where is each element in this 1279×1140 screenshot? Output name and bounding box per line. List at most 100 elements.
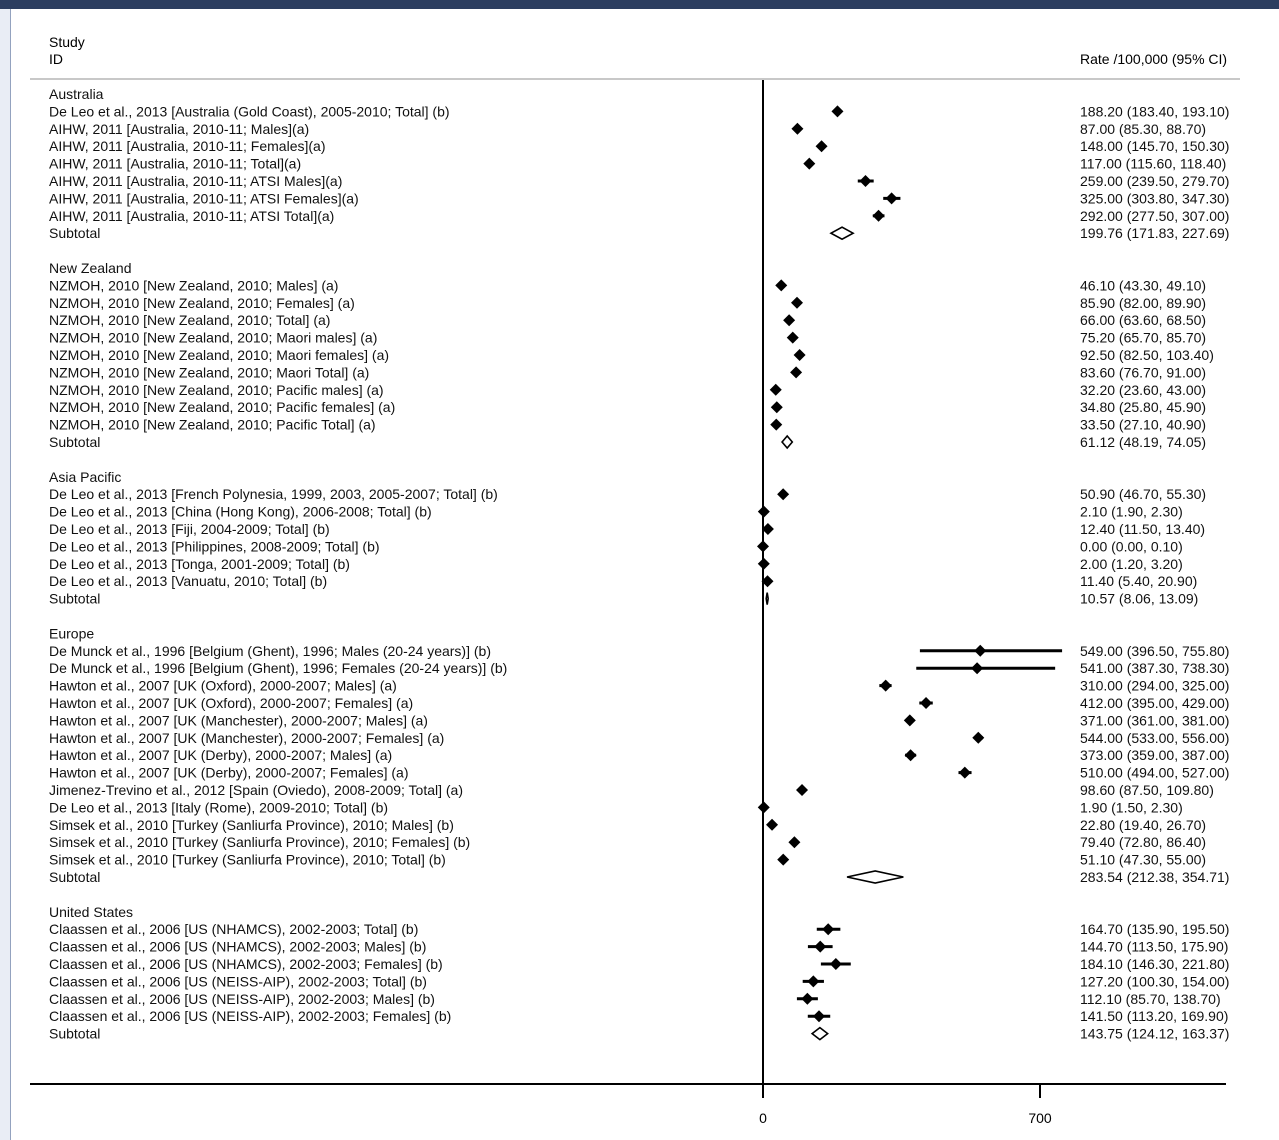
study-label: Jimenez-Trevino et al., 2012 [Spain (Ovi… (49, 782, 463, 798)
study-estimate-text: 325.00 (303.80, 347.30) (1080, 190, 1229, 206)
study-estimate-text: 541.00 (387.30, 738.30) (1080, 660, 1229, 676)
point-estimate-marker (777, 853, 790, 866)
group-header: Asia Pacific (49, 469, 121, 485)
point-estimate-marker (903, 714, 916, 727)
study-label: De Leo et al., 2013 [Australia (Gold Coa… (49, 103, 450, 119)
study-estimate-text: 0.00 (0.00, 0.10) (1080, 538, 1183, 554)
study-label: Hawton et al., 2007 [UK (Oxford), 2000-2… (49, 678, 397, 694)
point-estimate-marker (815, 140, 828, 153)
group-header: United States (49, 904, 133, 920)
group-header: Europe (49, 625, 94, 641)
study-estimate-text: 66.00 (63.60, 68.50) (1080, 312, 1206, 328)
point-estimate-marker (770, 401, 783, 414)
study-label: AIHW, 2011 [Australia, 2010-11; Males](a… (49, 121, 309, 137)
study-label: Claassen et al., 2006 [US (NEISS-AIP), 2… (49, 1008, 451, 1024)
point-estimate-marker (972, 731, 985, 744)
study-estimate-text: 32.20 (23.60, 43.00) (1080, 382, 1206, 398)
point-estimate-marker (790, 296, 803, 309)
study-estimate-text: 127.20 (100.30, 154.00) (1080, 973, 1229, 989)
subtotal-diamond (781, 434, 794, 450)
study-label: De Leo et al., 2013 [Fiji, 2004-2009; To… (49, 521, 330, 537)
study-label: NZMOH, 2010 [New Zealand, 2010; Maori To… (49, 364, 369, 380)
subtotal-diamond (829, 226, 855, 241)
study-estimate-text: 83.60 (76.70, 91.00) (1080, 364, 1206, 380)
point-estimate-marker (791, 122, 804, 135)
study-estimate-text: 34.80 (25.80, 45.90) (1080, 399, 1206, 415)
header-study-label: Study (49, 34, 85, 50)
study-estimate-text: 87.00 (85.30, 88.70) (1080, 121, 1206, 137)
point-estimate-marker (829, 958, 842, 970)
study-label: Simsek et al., 2010 [Turkey (Sanliurfa P… (49, 852, 446, 868)
subtotal-label: Subtotal (49, 434, 100, 450)
point-estimate-marker (769, 383, 782, 396)
point-estimate-marker (958, 766, 971, 779)
point-estimate-marker (974, 644, 987, 657)
study-label: Simsek et al., 2010 [Turkey (Sanliurfa P… (49, 817, 454, 833)
study-label: NZMOH, 2010 [New Zealand, 2010; Pacific … (49, 382, 384, 398)
study-estimate-text: 510.00 (494.00, 527.00) (1080, 765, 1229, 781)
study-label: Claassen et al., 2006 [US (NEISS-AIP), 2… (49, 973, 427, 989)
study-label: AIHW, 2011 [Australia, 2010-11; ATSI Fem… (49, 190, 359, 206)
study-estimate-text: 98.60 (87.50, 109.80) (1080, 782, 1214, 798)
point-estimate-marker (766, 818, 779, 831)
point-estimate-marker (812, 1010, 825, 1023)
study-label: AIHW, 2011 [Australia, 2010-11; Total](a… (49, 156, 301, 172)
study-estimate-text: 310.00 (294.00, 325.00) (1080, 678, 1229, 694)
study-label: Claassen et al., 2006 [US (NHAMCS), 2002… (49, 939, 426, 955)
point-estimate-marker (872, 209, 885, 222)
study-estimate-text: 2.00 (1.20, 3.20) (1080, 556, 1183, 572)
subtotal-label: Subtotal (49, 869, 100, 885)
study-label: AIHW, 2011 [Australia, 2010-11; Females]… (49, 138, 326, 154)
study-estimate-text: 12.40 (11.50, 13.40) (1080, 521, 1205, 537)
study-label: De Leo et al., 2013 [Vanuatu, 2010; Tota… (49, 573, 327, 589)
point-estimate-marker (801, 992, 814, 1005)
study-estimate-text: 544.00 (533.00, 556.00) (1080, 730, 1229, 746)
point-estimate-marker (783, 314, 796, 327)
subtotal-label: Subtotal (49, 591, 100, 607)
point-estimate-marker (761, 523, 774, 535)
study-estimate-text: 92.50 (82.50, 103.40) (1080, 347, 1214, 363)
study-estimate-text: 112.10 (85.70, 138.70) (1080, 991, 1221, 1007)
subtotal-label: Subtotal (49, 225, 100, 241)
subtotal-estimate-text: 61.12 (48.19, 74.05) (1080, 434, 1206, 450)
point-estimate-marker (831, 105, 844, 118)
study-label: Claassen et al., 2006 [US (NEISS-AIP), 2… (49, 991, 435, 1007)
subtotal-estimate-text: 143.75 (124.12, 163.37) (1080, 1026, 1229, 1042)
study-label: NZMOH, 2010 [New Zealand, 2010; Pacific … (49, 399, 395, 415)
study-estimate-text: 11.40 (5.40, 20.90) (1080, 573, 1197, 589)
point-estimate-marker (770, 418, 783, 431)
group-header: Australia (49, 86, 104, 102)
study-estimate-text: 144.70 (113.50, 175.90) (1080, 939, 1228, 955)
study-estimate-text: 117.00 (115.60, 118.40) (1080, 156, 1226, 172)
study-estimate-text: 46.10 (43.30, 49.10) (1080, 277, 1206, 293)
study-label: De Munck et al., 1996 [Belgium (Ghent), … (49, 643, 491, 659)
study-label: NZMOH, 2010 [New Zealand, 2010; Maori ma… (49, 330, 377, 346)
study-estimate-text: 188.20 (183.40, 193.10) (1080, 103, 1229, 119)
study-label: Simsek et al., 2010 [Turkey (Sanliurfa P… (49, 834, 470, 850)
group-header: New Zealand (49, 260, 132, 276)
point-estimate-marker (775, 279, 788, 292)
subtotal-estimate-text: 10.57 (8.06, 13.09) (1080, 591, 1198, 607)
study-estimate-text: 164.70 (135.90, 195.50) (1080, 921, 1229, 937)
study-label: AIHW, 2011 [Australia, 2010-11; ATSI Mal… (49, 173, 342, 189)
header-rate-label: Rate /100,000 (95% CI) (1080, 51, 1227, 67)
subtotal-diamond (765, 592, 769, 605)
point-estimate-marker (788, 836, 801, 849)
point-estimate-marker (803, 157, 816, 170)
study-label: AIHW, 2011 [Australia, 2010-11; ATSI Tot… (49, 208, 334, 224)
study-label: Hawton et al., 2007 [UK (Manchester), 20… (49, 712, 428, 728)
point-estimate-marker (814, 940, 827, 953)
window-top-bar (0, 0, 1279, 9)
study-estimate-text: 79.40 (72.80, 86.40) (1080, 834, 1206, 850)
study-estimate-text: 75.20 (65.70, 85.70) (1080, 330, 1206, 346)
study-label: NZMOH, 2010 [New Zealand, 2010; Males] (… (49, 277, 338, 293)
study-estimate-text: 148.00 (145.70, 150.30) (1080, 138, 1229, 154)
study-estimate-text: 373.00 (359.00, 387.00) (1080, 747, 1229, 763)
study-label: NZMOH, 2010 [New Zealand, 2010; Maori fe… (49, 347, 389, 363)
study-estimate-text: 184.10 (146.30, 221.80) (1080, 956, 1229, 972)
study-estimate-text: 292.00 (277.50, 307.00) (1080, 208, 1229, 224)
study-estimate-text: 2.10 (1.90, 2.30) (1080, 504, 1183, 520)
point-estimate-marker (904, 749, 917, 762)
